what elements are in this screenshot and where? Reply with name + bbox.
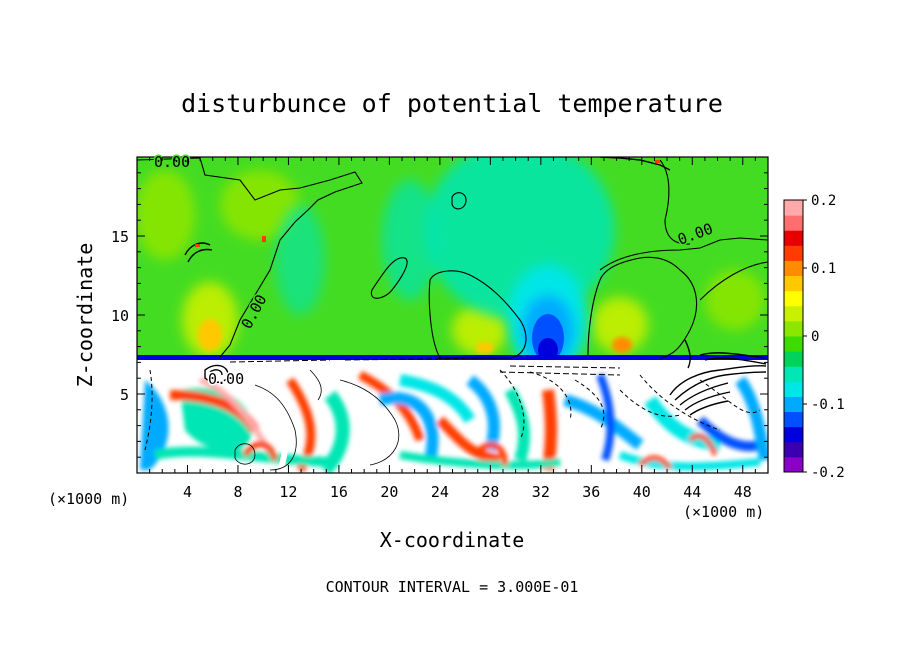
x-axis: 4 8 12 16 20 24 28 32 36 40 44 48 (149, 157, 756, 501)
x-tick-label: 28 (481, 483, 499, 501)
colorbar-swatch (784, 336, 803, 352)
colorbar-ticks: 0.2 0.1 0 -0.1 -0.2 (803, 193, 845, 481)
y-axis-label: Z-coordinate (73, 243, 97, 388)
x-tick-label: 12 (279, 483, 297, 501)
x-unit-right: (×1000 m) (683, 503, 764, 521)
x-tick-label: 48 (734, 483, 752, 501)
colorbar-tick-label: 0 (811, 329, 819, 345)
contour-label: 0.00 (154, 153, 190, 171)
y-tick-label: 15 (111, 228, 129, 246)
colorbar-swatch (784, 305, 803, 322)
x-tick-label: 4 (183, 483, 192, 501)
colorbar-swatch (784, 426, 803, 443)
colorbar-swatch (784, 351, 803, 367)
x-unit-left: (×1000 m) (48, 490, 129, 508)
colorbar-swatch (784, 441, 803, 458)
x-tick-label: 16 (330, 483, 348, 501)
colorbar-swatch (784, 396, 803, 413)
colorbar-tick-label: -0.2 (811, 465, 845, 481)
colorbar-swatch (784, 275, 803, 292)
colorbar-swatch (784, 411, 803, 428)
x-tick-label: 40 (633, 483, 651, 501)
y-axis: 5 10 15 (111, 172, 768, 458)
x-axis-label: X-coordinate (380, 528, 525, 552)
contour-interval-note: CONTOUR INTERVAL = 3.000E-01 (326, 578, 579, 596)
chart-title: disturbunce of potential temperature (181, 89, 723, 118)
colorbar-swatch (784, 366, 803, 382)
colorbar-swatch (784, 320, 803, 337)
colorbar-swatch (784, 200, 803, 216)
colorbar-swatch (784, 260, 803, 277)
x-tick-label: 32 (532, 483, 550, 501)
contour-label: 0.00 (208, 370, 244, 388)
colorbar-swatch (784, 381, 803, 397)
colorbar-swatch (784, 290, 803, 307)
colorbar-tick-label: 0.2 (811, 193, 836, 209)
x-tick-label: 20 (380, 483, 398, 501)
colorbar (784, 200, 803, 473)
colorbar-tick-label: -0.1 (811, 397, 845, 413)
x-tick-label: 8 (233, 483, 242, 501)
y-tick-label: 10 (111, 307, 129, 325)
heatmap-field (137, 157, 768, 473)
colorbar-swatch (784, 245, 803, 261)
colorbar-swatch (784, 456, 803, 473)
colorbar-swatch (784, 215, 803, 231)
x-tick-label: 24 (431, 483, 449, 501)
colorbar-swatch (784, 230, 803, 246)
x-tick-label: 36 (582, 483, 600, 501)
x-tick-label: 44 (683, 483, 701, 501)
y-tick-label: 5 (120, 386, 129, 404)
colorbar-tick-label: 0.1 (811, 261, 836, 277)
